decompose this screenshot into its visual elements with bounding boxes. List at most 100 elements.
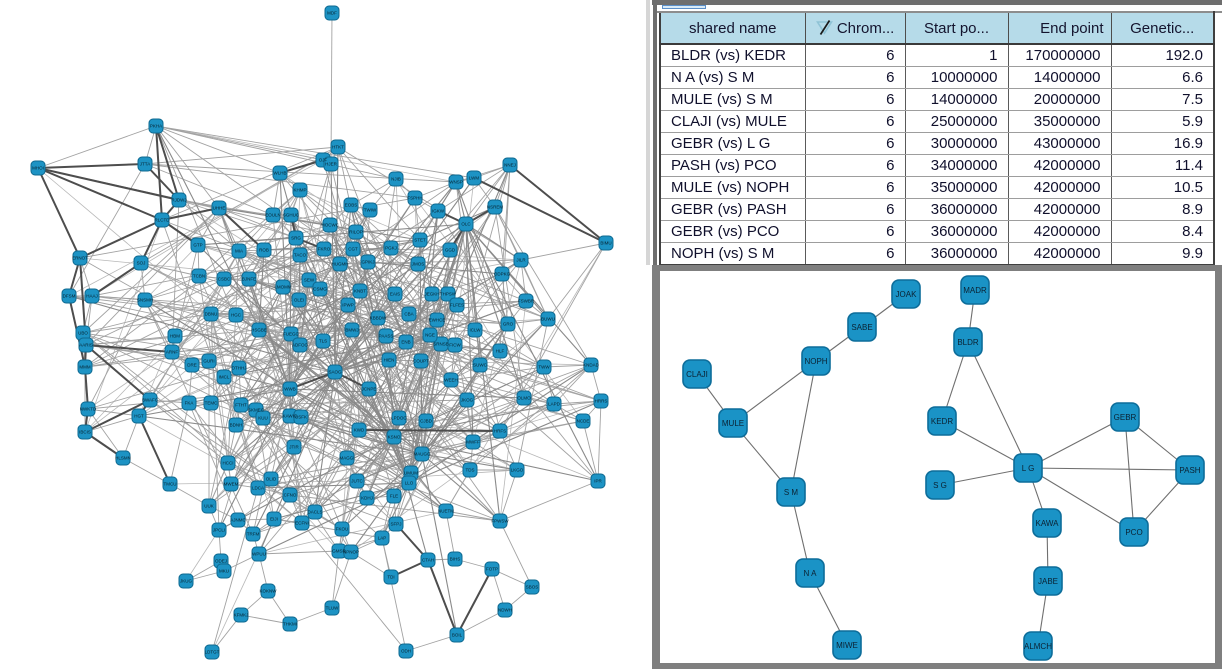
svg-text:CBA: CBA xyxy=(404,312,413,317)
svg-text:USFK: USFK xyxy=(295,415,307,420)
svg-text:SGHUC: SGHUC xyxy=(283,213,300,218)
svg-text:SFPJ: SFPJ xyxy=(390,522,401,527)
svg-text:FKOU: FKOU xyxy=(336,527,349,532)
svg-text:MMM: MMM xyxy=(79,365,90,370)
svg-text:LKGO: LKGO xyxy=(511,468,524,473)
svg-text:FSWBR: FSWBR xyxy=(518,299,535,304)
svg-text:TWIW: TWIW xyxy=(364,208,377,213)
svg-text:CTAH: CTAH xyxy=(422,558,434,563)
svg-text:FPWSW: FPWSW xyxy=(491,519,509,524)
svg-text:PASH: PASH xyxy=(1179,466,1200,475)
svg-text:DACLS: DACLS xyxy=(307,510,322,515)
svg-text:OTHHJ: OTHHJ xyxy=(232,366,247,371)
svg-text:HGT: HGT xyxy=(134,414,144,419)
svg-text:SABE: SABE xyxy=(851,323,872,332)
svg-text:DFSM: DFSM xyxy=(63,294,76,299)
svg-text:HJER: HJER xyxy=(325,162,338,167)
svg-text:THPSW: THPSW xyxy=(440,292,457,297)
svg-text:HSGBE: HSGBE xyxy=(251,328,267,333)
svg-text:BDNH: BDNH xyxy=(230,423,243,428)
svg-text:GEBR: GEBR xyxy=(1114,413,1137,422)
svg-text:GURI: GURI xyxy=(203,359,214,364)
svg-text:TLUW: TLUW xyxy=(326,606,340,611)
svg-text:IMCL: IMCL xyxy=(219,375,230,380)
svg-text:MIA: MIA xyxy=(235,249,243,254)
svg-text:IPR: IPR xyxy=(594,479,602,484)
svg-text:MULE: MULE xyxy=(722,419,744,428)
svg-text:TDI: TDI xyxy=(387,575,394,580)
svg-text:HIEN: HIEN xyxy=(384,358,395,363)
svg-text:JMOS: JMOS xyxy=(412,262,425,267)
svg-text:SOJ: SOJ xyxy=(137,261,146,266)
svg-text:KAWIO: KAWIO xyxy=(283,414,298,419)
svg-text:ODPKG: ODPKG xyxy=(494,272,511,277)
svg-text:MADR: MADR xyxy=(963,286,987,295)
svg-text:SUWC: SUWC xyxy=(473,363,487,368)
svg-text:OLC: OLC xyxy=(461,222,471,227)
svg-text:TEMC: TEMC xyxy=(205,401,218,406)
svg-text:OLEI: OLEI xyxy=(294,298,304,303)
svg-text:LPDOO: LPDOO xyxy=(391,416,407,421)
svg-text:UHHE: UHHE xyxy=(213,206,226,211)
svg-text:MIWE: MIWE xyxy=(836,641,858,650)
svg-text:JTTA: JTTA xyxy=(140,162,150,167)
svg-text:SEW: SEW xyxy=(304,278,315,283)
svg-text:AARIS: AARIS xyxy=(79,343,93,348)
svg-text:MKU: MKU xyxy=(219,569,229,574)
svg-text:S M: S M xyxy=(784,488,799,497)
svg-text:LMOMM: LMOMM xyxy=(274,285,292,290)
svg-text:FSPHH: FSPHH xyxy=(407,196,422,201)
svg-text:EOULN: EOULN xyxy=(265,213,281,218)
svg-text:UMUM: UMUM xyxy=(404,471,418,476)
svg-text:BOIL: BOIL xyxy=(452,633,463,638)
svg-text:LAPD: LAPD xyxy=(548,402,561,407)
svg-text:S G: S G xyxy=(933,481,947,490)
svg-text:MWFF: MWFF xyxy=(466,440,480,445)
svg-text:JOAK: JOAK xyxy=(896,290,918,299)
svg-text:WPUU: WPUU xyxy=(252,552,266,557)
svg-text:FICW: FICW xyxy=(449,343,461,348)
svg-text:UBO: UBO xyxy=(78,331,88,336)
svg-text:HUGMH: HUGMH xyxy=(332,262,349,267)
svg-text:NSREM: NSREM xyxy=(487,205,504,210)
svg-text:KEDR: KEDR xyxy=(931,417,953,426)
svg-text:DRE: DRE xyxy=(187,363,197,368)
svg-text:HAAJ: HAAJ xyxy=(86,294,98,299)
svg-text:GRO: GRO xyxy=(503,322,514,327)
svg-text:KNDAD: KNDAD xyxy=(583,363,600,368)
svg-text:CSBC: CSBC xyxy=(218,277,231,282)
svg-text:ENB: ENB xyxy=(401,340,410,345)
svg-text:MWEM: MWEM xyxy=(224,482,239,487)
svg-text:TLS: TLS xyxy=(319,339,327,344)
svg-text:PKHA: PKHA xyxy=(150,124,162,129)
svg-text:JILR: JILR xyxy=(516,258,526,263)
svg-text:CLAJI: CLAJI xyxy=(686,370,708,379)
svg-text:EWHCE: EWHCE xyxy=(429,318,446,323)
svg-text:STET: STET xyxy=(414,238,426,243)
svg-text:TDS: TDS xyxy=(466,468,475,473)
svg-text:ODH: ODH xyxy=(401,649,411,654)
svg-text:JTIR: JTIR xyxy=(289,445,299,450)
svg-text:OJF: OJF xyxy=(319,158,328,163)
svg-text:TCBN: TCBN xyxy=(193,274,205,279)
svg-text:JCNPE: JCNPE xyxy=(362,387,377,392)
svg-text:HRRS: HRRS xyxy=(595,399,608,404)
svg-text:KFMKJ: KFMKJ xyxy=(234,613,249,618)
svg-text:WNSP: WNSP xyxy=(449,180,463,185)
svg-text:NUETM: NUETM xyxy=(438,509,454,514)
svg-text:BJNFE: BJNFE xyxy=(242,277,256,282)
svg-text:AJNMC: AJNMC xyxy=(230,518,246,523)
svg-text:GPIKJ: GPIKJ xyxy=(361,260,374,265)
svg-text:ODEJ: ODEJ xyxy=(215,559,227,564)
svg-text:CGT: CGT xyxy=(348,247,358,252)
svg-text:HTKT: HTKT xyxy=(332,145,344,150)
svg-text:OLID: OLID xyxy=(266,477,277,482)
svg-text:JKUG: JKUG xyxy=(180,579,193,584)
svg-text:FLFES: FLFES xyxy=(450,303,464,308)
svg-text:HBM: HBM xyxy=(170,334,180,339)
svg-text:EOBS: EOBS xyxy=(345,203,358,208)
svg-text:GTP: GTP xyxy=(193,243,202,248)
svg-text:MAGGI: MAGGI xyxy=(339,456,354,461)
svg-text:TWW: TWW xyxy=(538,365,550,370)
svg-text:NOPH: NOPH xyxy=(804,357,827,366)
